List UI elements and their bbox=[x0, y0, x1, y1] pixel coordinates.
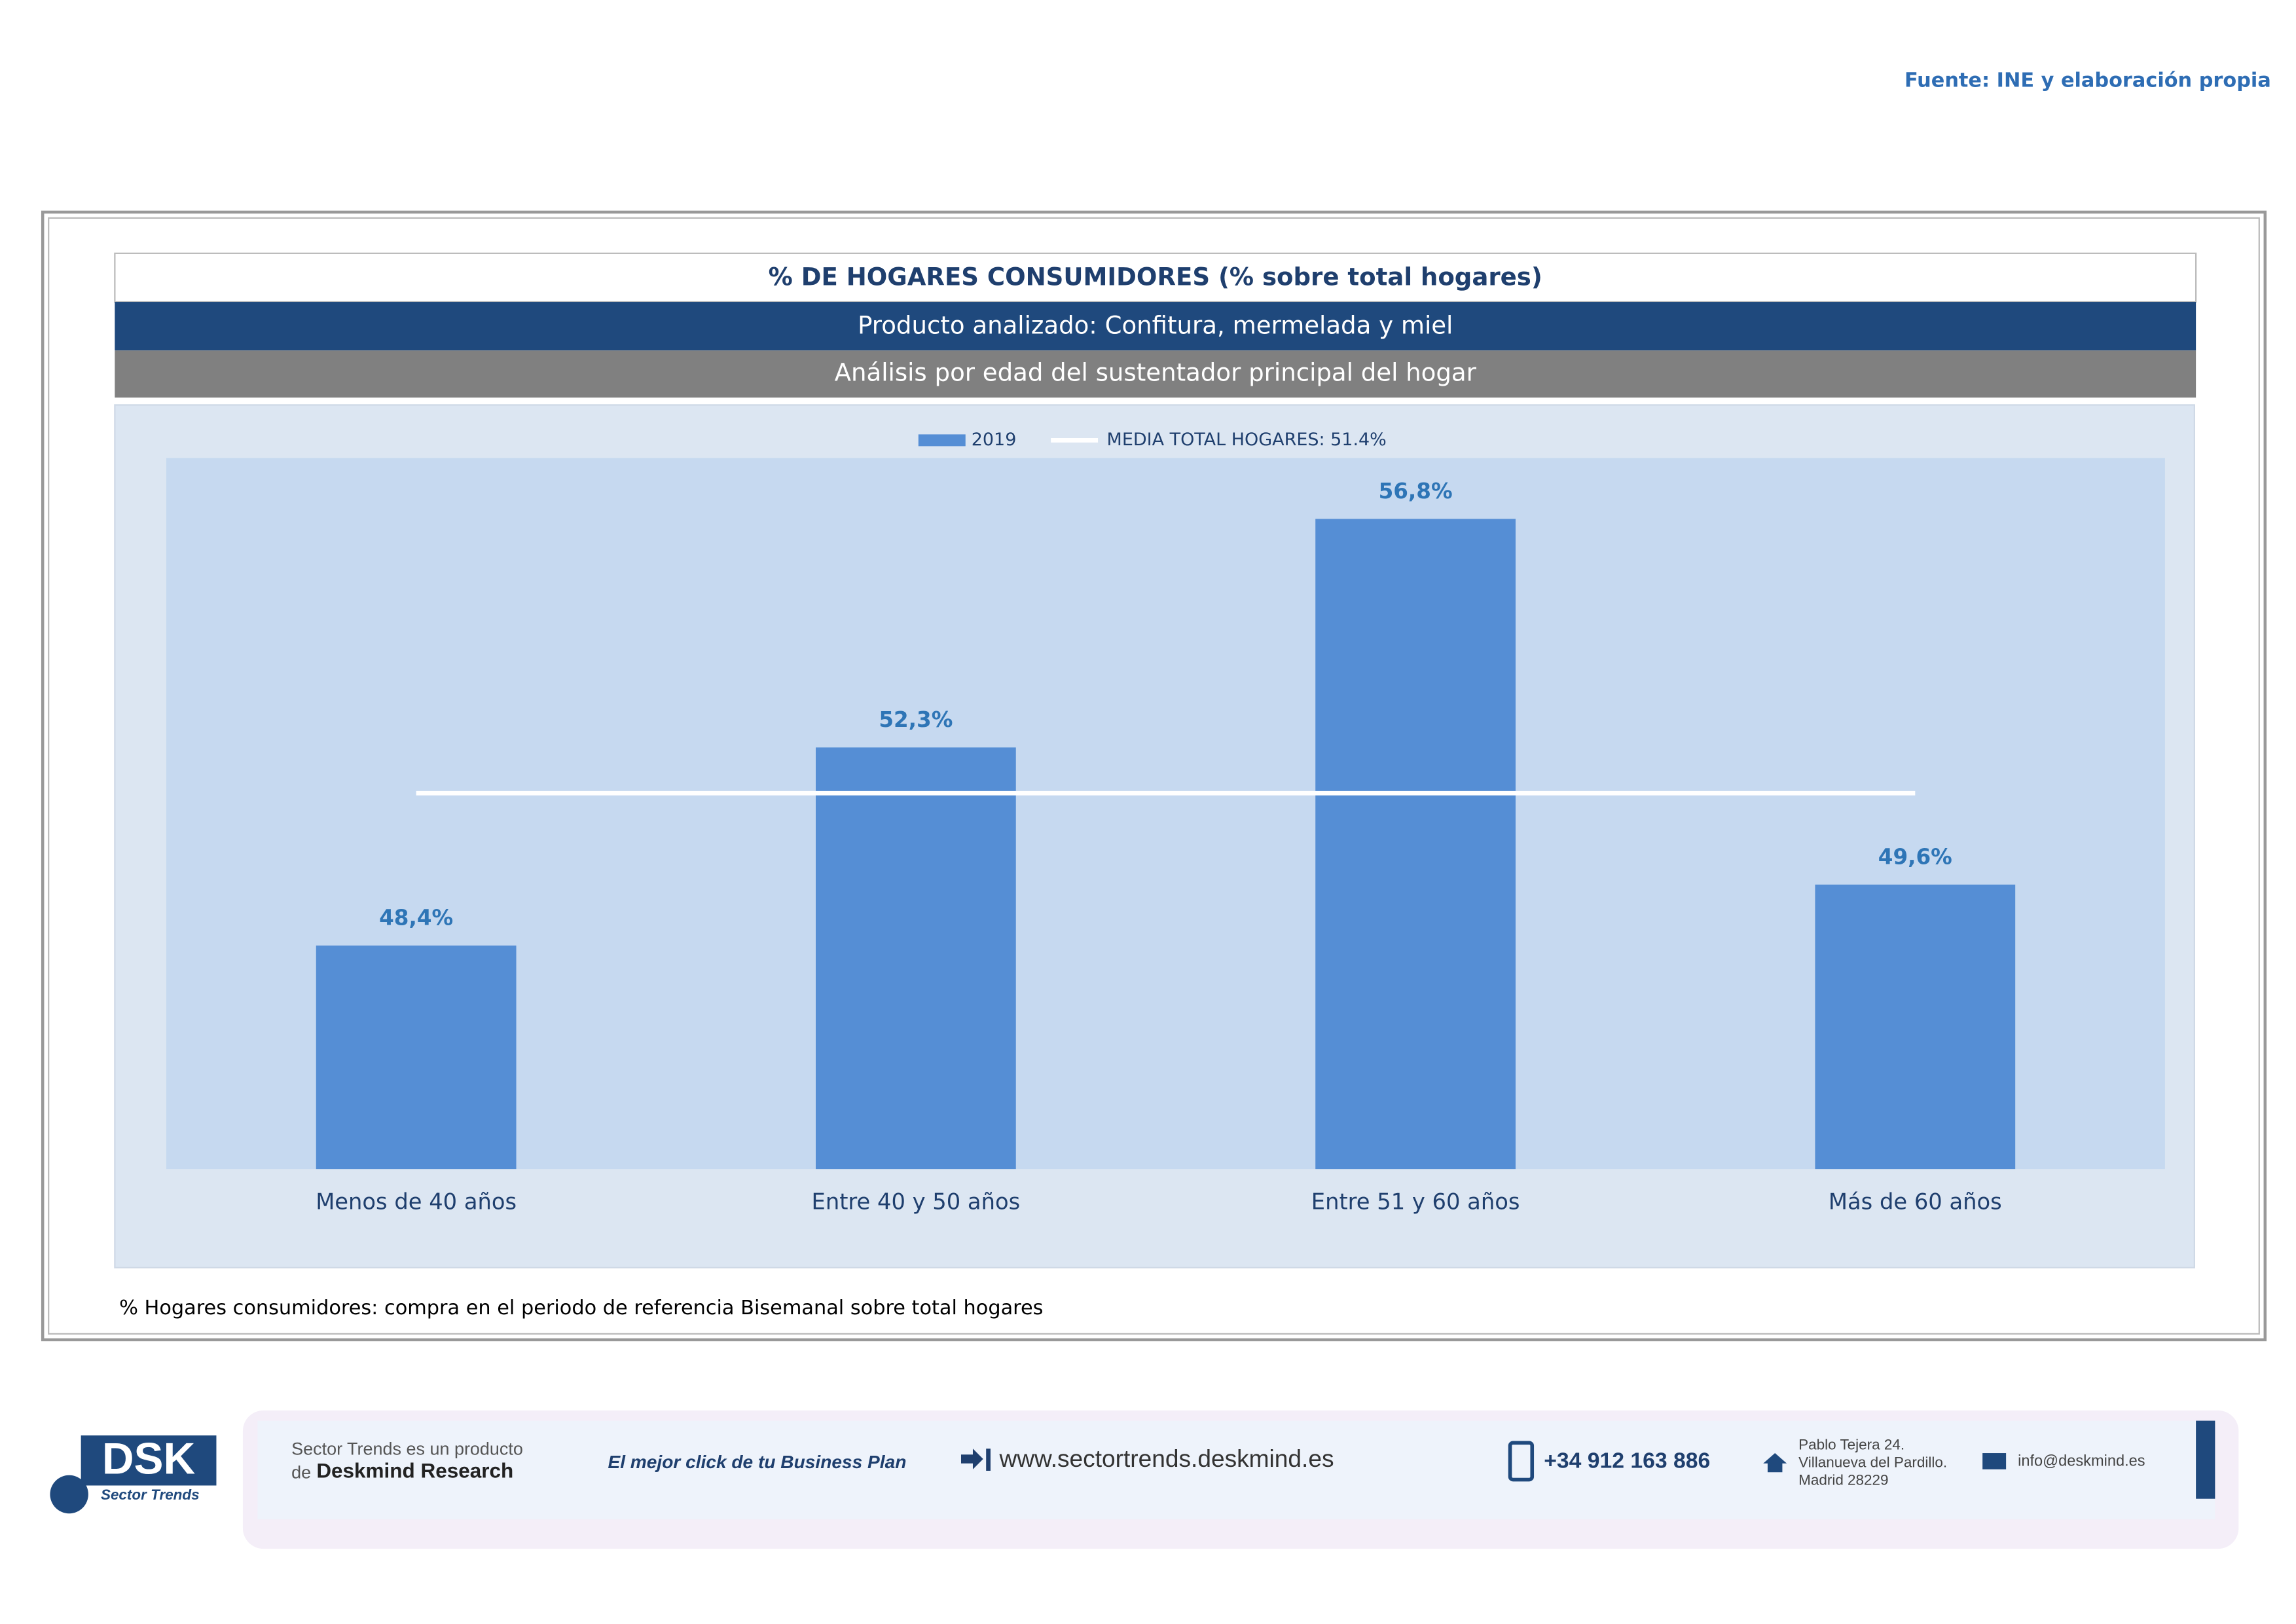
web: www.sectortrends.deskmind.es bbox=[998, 1445, 1334, 1472]
bar bbox=[815, 747, 1016, 1170]
legend-swatch bbox=[918, 434, 966, 447]
note: % Hogares consumidores: compra en el per… bbox=[119, 1297, 1043, 1320]
email-icon bbox=[1982, 1453, 2007, 1469]
frame bbox=[41, 210, 2267, 1342]
analysis-band bbox=[115, 350, 2196, 398]
x-tick-label: Menos de 40 años bbox=[316, 1189, 517, 1214]
title-box bbox=[114, 252, 2197, 303]
address-line: Villanueva del Pardillo. bbox=[1798, 1454, 1947, 1471]
web-icon bbox=[960, 1449, 991, 1471]
product-de: de bbox=[291, 1463, 311, 1483]
x-tick-label: Entre 40 y 50 años bbox=[812, 1189, 1021, 1214]
address-icon bbox=[1763, 1453, 1787, 1473]
value-label: 52,3% bbox=[879, 707, 953, 732]
logo-box bbox=[81, 1435, 217, 1486]
legend-label: 2019 bbox=[972, 430, 1017, 450]
title: % DE HOGARES CONSUMIDORES (% sobre total… bbox=[769, 263, 1542, 291]
frame-inner bbox=[48, 217, 2260, 1335]
logo-icon bbox=[50, 1475, 88, 1514]
logo-sub: Sector Trends bbox=[101, 1486, 200, 1503]
x-tick-label: Entre 51 y 60 años bbox=[1311, 1189, 1520, 1214]
address-line: Pablo Tejera 24. bbox=[1798, 1437, 1904, 1453]
source: Fuente: INE y elaboración propia bbox=[1904, 69, 2271, 92]
address-line: Madrid 28229 bbox=[1798, 1472, 1888, 1488]
chart: 2019 MEDIA TOTAL HOGARES: 51.4% Menos de 4… bbox=[316, 430, 2016, 1214]
slogan: El mejor click de tu Business Plan bbox=[608, 1452, 906, 1472]
value-label: 56,8% bbox=[1379, 479, 1453, 504]
footer-accent bbox=[2196, 1420, 2215, 1499]
analysis: Análisis por edad del sustentador princi… bbox=[835, 359, 1477, 387]
bar bbox=[316, 945, 517, 1170]
value-label: 48,4% bbox=[379, 905, 453, 930]
company: Deskmind Research bbox=[316, 1460, 513, 1483]
product-line: Sector Trends es un producto bbox=[291, 1439, 523, 1459]
email: info@deskmind.es bbox=[2018, 1453, 2145, 1470]
phone: +34 912 163 886 bbox=[1544, 1448, 1710, 1473]
bar bbox=[1815, 884, 2016, 1170]
phone-icon bbox=[1508, 1441, 1535, 1482]
product: Producto analizado: Confitura, mermelada… bbox=[858, 312, 1453, 340]
footer-bar bbox=[257, 1420, 2215, 1520]
legend-label: MEDIA TOTAL HOGARES: 51.4% bbox=[1107, 430, 1387, 450]
logo: DSK bbox=[102, 1434, 196, 1483]
product-band bbox=[115, 302, 2196, 351]
bar bbox=[1315, 519, 1516, 1170]
x-tick-label: Más de 60 años bbox=[1829, 1189, 2002, 1214]
value-label: 49,6% bbox=[1878, 844, 1952, 869]
